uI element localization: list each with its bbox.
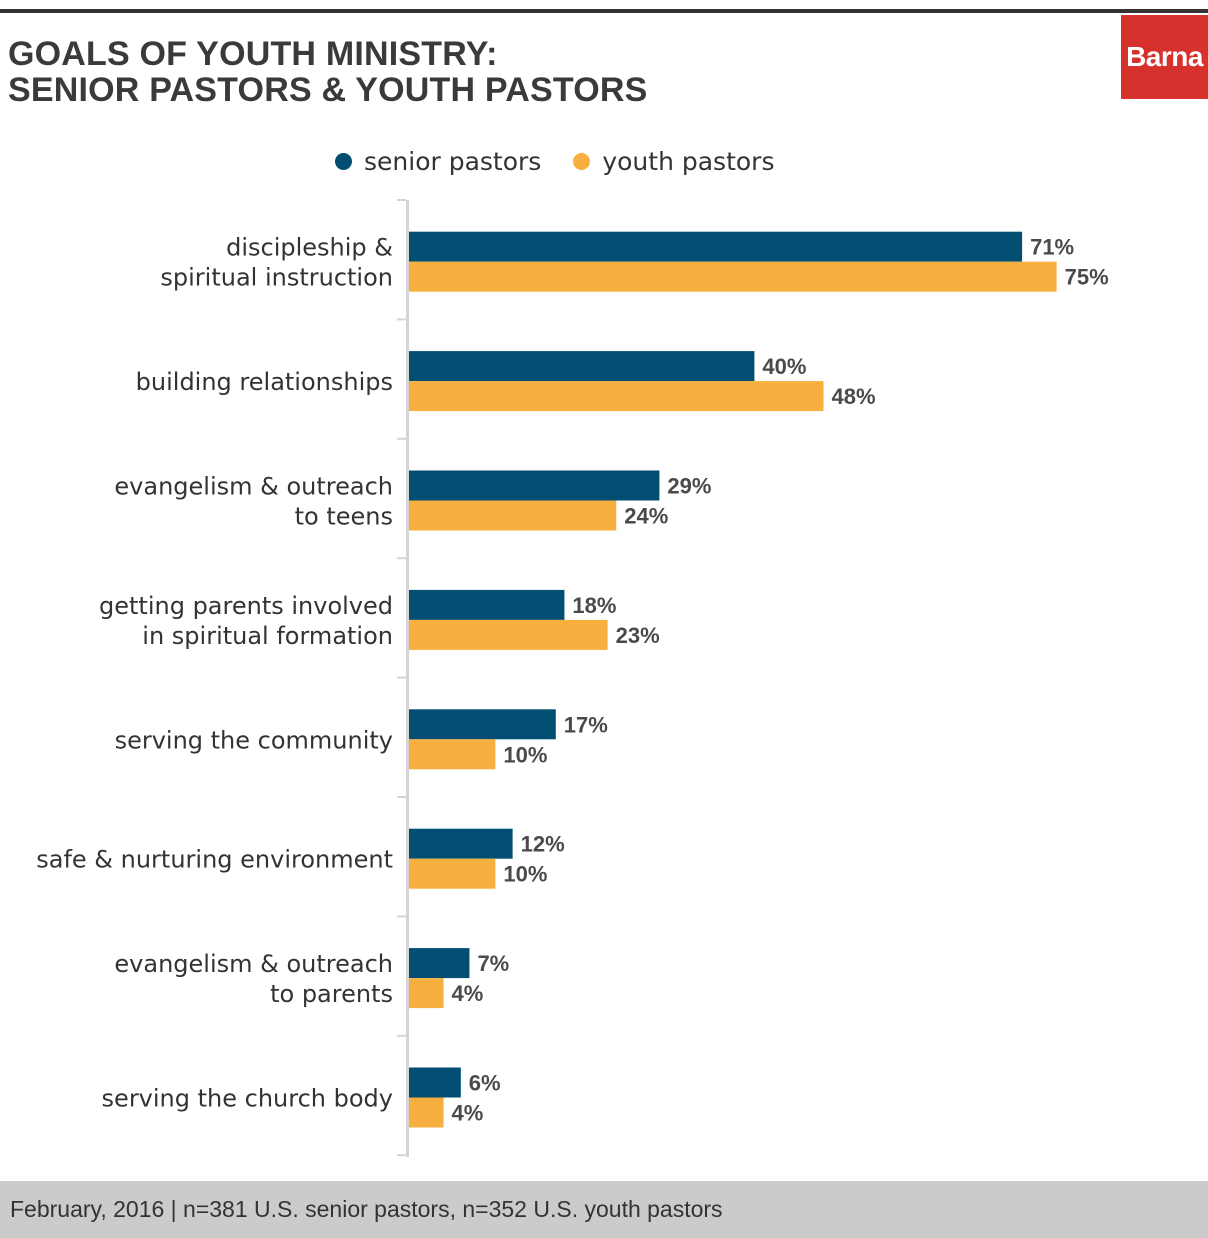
legend: senior pastors youth pastors <box>335 141 807 181</box>
barna-logo: Barna <box>1121 15 1208 99</box>
bar-senior-pastors <box>409 948 470 979</box>
top-rule <box>0 9 1208 13</box>
data-label-senior: 18% <box>572 593 616 618</box>
data-label-youth: 4% <box>452 1101 484 1126</box>
data-label-youth: 10% <box>503 862 547 887</box>
bar-youth-pastors <box>409 381 824 412</box>
data-label-youth: 24% <box>624 504 668 529</box>
category-label: evangelism & outreach <box>114 473 393 501</box>
bar-senior-pastors <box>409 1067 461 1098</box>
bar-youth-pastors <box>409 619 608 650</box>
data-label-senior: 17% <box>564 712 608 737</box>
bar-chart: discipleship &spiritual instruction 71% 75… <box>36 199 1109 1157</box>
bar-youth-pastors <box>409 739 496 770</box>
legend-label-senior: senior pastors <box>364 146 542 176</box>
category-label: serving the community <box>115 726 393 754</box>
data-label-youth: 23% <box>616 623 660 648</box>
bar-senior-pastors <box>409 231 1023 262</box>
category-label: discipleship & <box>226 234 393 262</box>
category-label: serving the church body <box>102 1085 393 1113</box>
category-label: getting parents involved <box>99 592 393 620</box>
title-line-2: SENIOR PASTORS & YOUTH PASTORS <box>8 71 648 109</box>
bar-senior-pastors <box>409 589 565 620</box>
category-label: to teens <box>295 503 393 531</box>
data-label-senior: 29% <box>667 474 711 499</box>
data-label-senior: 71% <box>1030 235 1074 260</box>
bar-senior-pastors <box>409 828 513 859</box>
legend-label-youth: youth pastors <box>602 146 775 176</box>
data-label-youth: 75% <box>1065 265 1109 290</box>
category-label: to parents <box>270 980 393 1008</box>
data-label-youth: 10% <box>503 742 547 767</box>
category-label: spiritual instruction <box>160 264 393 292</box>
category-label: evangelism & outreach <box>114 950 393 978</box>
title-line-1: GOALS OF YOUTH MINISTRY: <box>8 35 498 73</box>
legend-swatch-senior <box>335 152 352 170</box>
chart-title: GOALS OF YOUTH MINISTRY: SENIOR PASTORS … <box>8 36 648 108</box>
bar-youth-pastors <box>409 978 444 1009</box>
data-label-youth: 4% <box>452 981 484 1006</box>
bar-senior-pastors <box>409 351 755 382</box>
data-label-youth: 48% <box>831 384 875 409</box>
bar-youth-pastors <box>409 858 496 889</box>
bar-youth-pastors <box>409 500 617 531</box>
category-label: safe & nurturing environment <box>36 846 393 874</box>
bar-youth-pastors <box>409 261 1057 292</box>
data-label-senior: 7% <box>477 951 509 976</box>
bar-youth-pastors <box>409 1097 444 1128</box>
bar-senior-pastors <box>409 709 556 740</box>
data-label-senior: 12% <box>521 832 565 857</box>
data-label-senior: 6% <box>469 1071 501 1096</box>
bar-senior-pastors <box>409 470 660 501</box>
legend-item-youth: youth pastors <box>573 146 775 176</box>
category-label: building relationships <box>136 368 393 396</box>
footer-note: February, 2016 | n=381 U.S. senior pasto… <box>0 1181 1208 1238</box>
category-label: in spiritual formation <box>142 622 393 650</box>
data-label-senior: 40% <box>762 354 806 379</box>
legend-swatch-youth <box>573 152 591 170</box>
legend-item-senior: senior pastors <box>335 147 541 176</box>
